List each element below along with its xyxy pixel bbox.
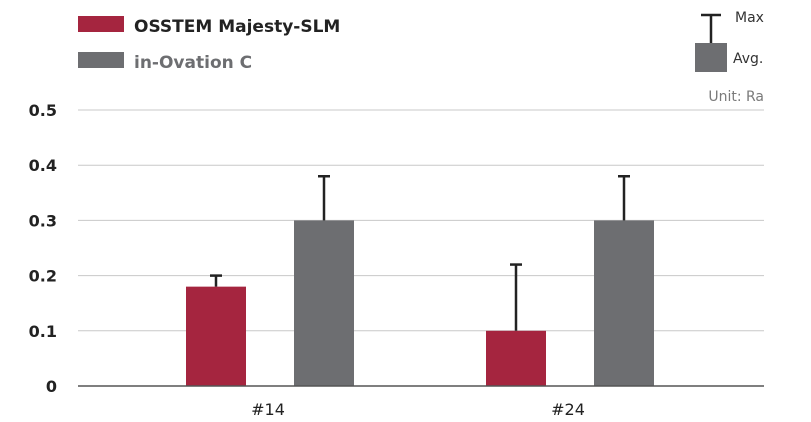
key-max-label: Max (735, 10, 764, 26)
bar-inovation-14 (294, 220, 354, 386)
y-tick-label: 0.2 (29, 267, 57, 286)
error-bars (210, 174, 630, 331)
legend-swatch-inovation (78, 52, 124, 68)
x-tick-label: #24 (551, 400, 585, 419)
key-avg-swatch (695, 43, 727, 72)
unit-label: Unit: Ra (708, 89, 764, 105)
x-tick-label: #14 (251, 400, 285, 419)
y-tick-label: 0.1 (29, 322, 57, 341)
legend-item-osstem: OSSTEM Majesty-SLM (78, 16, 340, 37)
legend: OSSTEM Majesty-SLM in-Ovation C (78, 16, 340, 73)
y-tick-label: 0.5 (29, 101, 57, 120)
legend-label-inovation: in-Ovation C (134, 53, 252, 73)
legend-swatch-osstem (78, 16, 124, 32)
legend-label-osstem: OSSTEM Majesty-SLM (134, 17, 340, 37)
bar-inovation-24 (594, 220, 654, 386)
y-tick-label: 0.4 (29, 156, 57, 175)
x-axis-tick-labels: #14 #24 (251, 400, 585, 419)
y-tick-label: 0.3 (29, 211, 57, 230)
error-bar-key: Max Avg. (695, 10, 764, 72)
y-axis-tick-labels: 0 0.1 0.2 0.3 0.4 0.5 (29, 101, 57, 396)
gridlines (78, 109, 764, 332)
bars (186, 220, 654, 386)
legend-item-inovation: in-Ovation C (78, 52, 252, 73)
key-avg-label: Avg. (733, 51, 763, 67)
bar-osstem-14 (186, 286, 246, 386)
bar-osstem-24 (486, 330, 546, 386)
y-tick-label: 0 (46, 377, 57, 396)
